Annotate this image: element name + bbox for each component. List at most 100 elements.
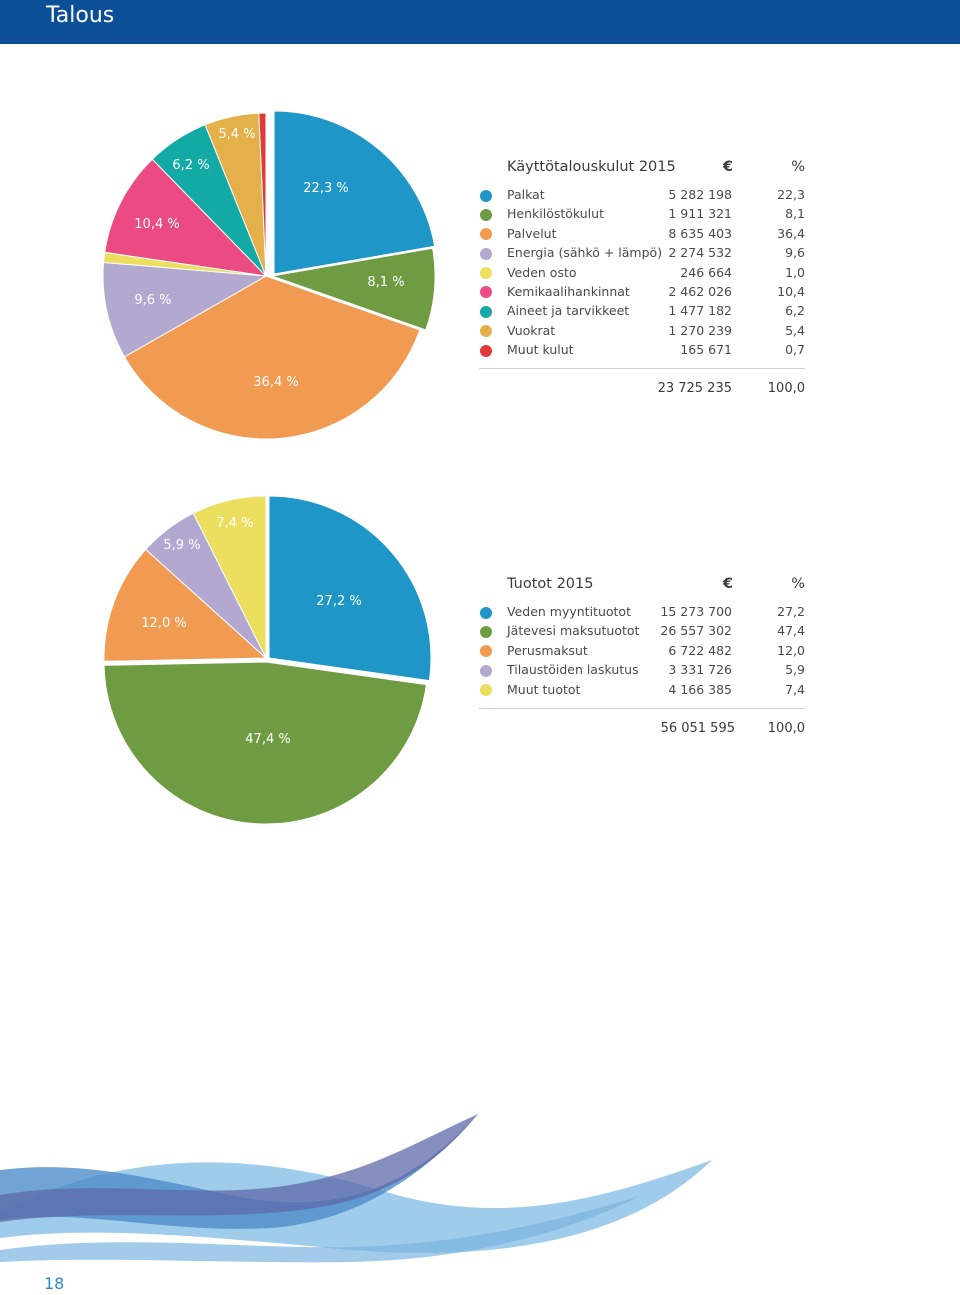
- legend-label: Energia (sähkö + lämpö): [507, 245, 663, 261]
- legend-row: Jätevesi maksutuotot 26 557 302 47,4: [479, 622, 805, 641]
- legend-swatch: [480, 208, 492, 221]
- legend-table-costs: Käyttötalouskulut 2015 € % Palkat 5 282 1…: [479, 159, 805, 396]
- legend-row: Veden myyntituotot 15 273 700 27,2: [479, 603, 805, 622]
- legend-swatch: [480, 286, 492, 299]
- legend-value: 5 282 198: [668, 187, 732, 202]
- legend-row: Energia (sähkö + lämpö) 2 274 532 9,6: [479, 244, 805, 263]
- legend-value: 4 166 385: [668, 681, 732, 697]
- pie-slice-palvelut: [123, 275, 421, 440]
- pie-slice-perusmaksut: [103, 548, 268, 662]
- legend-row: Palvelut 8 635 403 36,4: [479, 225, 805, 244]
- legend-swatch: [480, 625, 492, 638]
- legend-row: Palkat 5 282 198 22,3: [479, 186, 805, 205]
- slice-label: 7,4 %: [216, 516, 253, 531]
- wave-purple: [0, 1114, 478, 1222]
- legend-swatch: [480, 645, 492, 658]
- divider: [479, 368, 805, 369]
- legend-label: Palkat: [507, 187, 545, 202]
- legend-value: 6 722 482: [668, 642, 732, 658]
- legend-swatch: [480, 247, 492, 260]
- legend-label: Kemikaalihankinnat: [507, 283, 630, 299]
- slice-label: 36,4 %: [253, 375, 298, 390]
- legend-row: Kemikaalihankinnat 2 462 026 10,4: [479, 283, 805, 302]
- pie-slice-muut-tuotot: [192, 495, 267, 659]
- pie-slice-henkilöstökulut: [270, 247, 436, 331]
- legend-row: Muut kulut 165 671 0,7: [479, 341, 805, 360]
- legend-label: Palvelut: [507, 225, 557, 241]
- slice-label: 5,9 %: [163, 538, 200, 553]
- legend-swatch: [480, 228, 492, 241]
- slice-label: 5,4 %: [218, 127, 255, 142]
- legend-title: Käyttötalouskulut 2015: [507, 159, 676, 175]
- legend-percent: 0,7: [785, 342, 805, 358]
- legend-row: Perusmaksut 6 722 482 12,0: [479, 642, 805, 661]
- legend-percent: 27,2: [777, 604, 805, 619]
- pie-slice-muut-kulut: [258, 112, 267, 277]
- pie-slice-palkat: [273, 110, 436, 275]
- percent-header: %: [791, 576, 805, 592]
- legend-rows: Veden myyntituotot 15 273 700 27,2 Jätevesi…: [479, 603, 805, 700]
- legend-rows: Palkat 5 282 198 22,3 Henkilöstökulut 1 911 …: [479, 186, 805, 361]
- legend-percent: 10,4: [777, 283, 805, 299]
- pie-slice-energia-sähkö-lämpö-: [102, 261, 268, 358]
- legend-value: 3 331 726: [668, 662, 732, 678]
- legend-header: Tuotot 2015 € %: [479, 576, 805, 598]
- pie-chart-income: 27,2 % 47,4 % 12,0 % 5,9 % 7,4 %: [103, 495, 432, 825]
- legend-header: Käyttötalouskulut 2015 € %: [479, 159, 805, 181]
- legend-label: Perusmaksut: [507, 642, 588, 658]
- decorative-waves: [0, 1114, 712, 1263]
- legend-row: Vuokrat 1 270 239 5,4: [479, 322, 805, 341]
- legend-label: Muut tuotot: [507, 681, 581, 697]
- legend-percent: 22,3: [777, 187, 805, 202]
- legend-percent: 8,1: [785, 206, 805, 222]
- legend-title: Tuotot 2015: [507, 576, 594, 592]
- legend-percent: 12,0: [777, 642, 805, 658]
- total-value: 56 051 595: [660, 721, 735, 736]
- slice-label: 8,1 %: [367, 275, 404, 290]
- legend-value: 165 671: [680, 342, 732, 358]
- total-value: 23 725 235: [657, 381, 732, 396]
- legend-percent: 7,4: [785, 681, 805, 697]
- legend-percent: 5,9: [785, 662, 805, 678]
- slice-label: 6,2 %: [172, 158, 209, 173]
- legend-swatch: [480, 305, 492, 318]
- page-number: 18: [44, 1274, 65, 1293]
- legend-percent: 5,4: [785, 322, 805, 338]
- slice-label: 9,6 %: [134, 293, 171, 308]
- legend-row: Tilaustöiden laskutus 3 331 726 5,9: [479, 661, 805, 680]
- legend-percent: 9,6: [785, 245, 805, 261]
- page-title: Talous: [46, 3, 115, 28]
- legend-label: Jätevesi maksutuotot: [507, 623, 640, 639]
- legend-value: 2 274 532: [668, 245, 732, 261]
- legend-value: 1 270 239: [668, 322, 732, 338]
- legend-row: Muut tuotot 4 166 385 7,4: [479, 681, 805, 700]
- legend-value: 15 273 700: [660, 604, 732, 619]
- legend-swatch: [480, 684, 492, 697]
- slice-label: 10,4 %: [134, 217, 179, 232]
- percent-header: %: [791, 159, 805, 175]
- legend-value: 1 477 182: [668, 303, 732, 319]
- wave-deep-blue: [0, 1196, 640, 1263]
- legend-percent: 1,0: [785, 264, 805, 280]
- pie-slice-kemikaalihankinnat: [104, 158, 268, 277]
- legend-row: Veden osto 246 664 1,0: [479, 264, 805, 283]
- currency-header: €: [722, 159, 733, 175]
- legend-row: Aineet ja tarvikkeet 1 477 182 6,2: [479, 302, 805, 321]
- slice-label: 27,2 %: [316, 594, 361, 609]
- legend-value: 246 664: [680, 264, 732, 280]
- legend-percent: 47,4: [777, 623, 805, 639]
- header-bar: [0, 0, 960, 44]
- legend-row: Henkilöstökulut 1 911 321 8,1: [479, 205, 805, 224]
- legend-label: Aineet ja tarvikkeet: [507, 303, 630, 319]
- legend-label: Muut kulut: [507, 342, 574, 358]
- legend-swatch: [480, 606, 492, 619]
- legend-percent: 36,4: [777, 225, 805, 241]
- legend-table-income: Tuotot 2015 € % Veden myyntituotot 15 273…: [479, 576, 805, 736]
- legend-value: 8 635 403: [668, 225, 732, 241]
- legend-swatch: [480, 267, 492, 280]
- legend-swatch: [480, 664, 492, 677]
- legend-value: 2 462 026: [668, 283, 732, 299]
- legend-value: 26 557 302: [660, 623, 732, 639]
- legend-value: 1 911 321: [668, 206, 732, 222]
